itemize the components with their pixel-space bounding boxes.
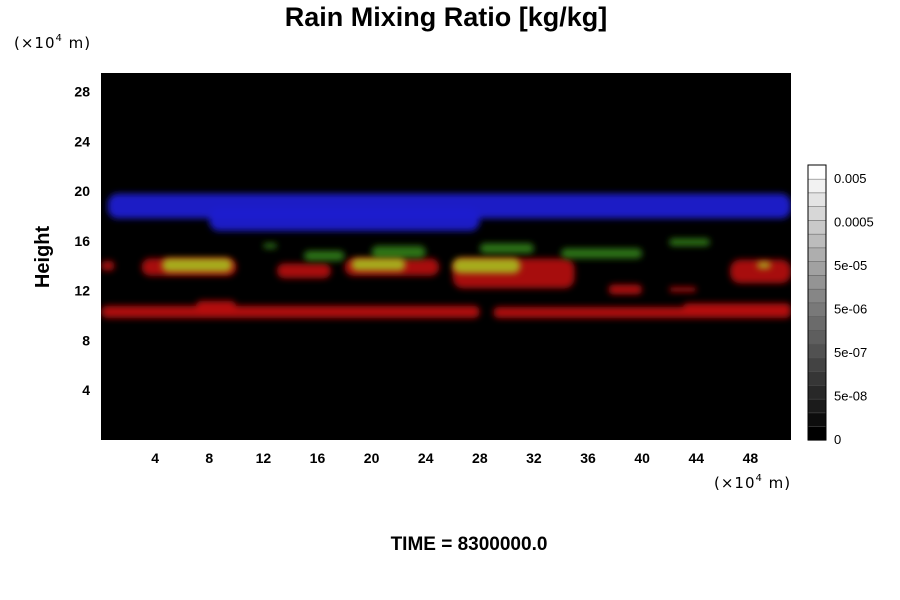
green-patches-band <box>669 238 710 246</box>
x-tick-label: 32 <box>526 450 542 466</box>
yellow-cores-band <box>452 258 521 274</box>
x-tick-label: 40 <box>634 450 650 466</box>
lower-red-layer-band <box>101 305 480 319</box>
y-tick-label: 28 <box>74 84 90 100</box>
x-tick-label: 36 <box>580 450 596 466</box>
y-tick-labels: 4 8 12 16 20 24 28 <box>74 84 90 399</box>
x-tick-label: 20 <box>364 450 380 466</box>
colorbar-segment <box>807 302 827 317</box>
x-unit-label: (×104 m) <box>714 473 791 492</box>
time-label: TIME = 8300000.0 <box>391 534 548 555</box>
y-tick-label: 24 <box>74 133 90 149</box>
x-tick-label: 16 <box>310 450 326 466</box>
blue-layer <box>107 193 791 231</box>
colorbar-segment <box>807 206 827 221</box>
upper-red-layer-band <box>669 286 697 292</box>
colorbar-segment <box>807 316 827 331</box>
y-tick-label: 8 <box>82 332 90 348</box>
colorbar-segment <box>807 288 827 304</box>
y-tick-label: 4 <box>82 382 90 398</box>
colorbar-segment <box>807 329 827 345</box>
colorbar-segment <box>807 219 827 235</box>
upper-red-layer-band <box>276 263 331 279</box>
x-tick-label: 8 <box>205 450 213 466</box>
y-axis-label: Height <box>32 226 54 289</box>
upper-red-layer-band <box>730 259 791 284</box>
colorbar-segment <box>807 192 827 207</box>
lower-red-layer-band <box>682 303 791 314</box>
x-tick-labels: 4 8 12 16 20 24 28 32 36 40 44 48 <box>151 450 758 466</box>
y-tick-label: 20 <box>74 183 90 199</box>
colorbar-segment <box>807 261 827 276</box>
colorbar-label: 5e-06 <box>834 302 867 317</box>
green-patches-band <box>303 250 345 261</box>
colorbar: 0.005 0.0005 5e-05 5e-06 5e-07 5e-08 0 <box>807 164 874 447</box>
green-patches <box>263 238 710 261</box>
colorbar-label: 5e-07 <box>834 345 867 360</box>
upper-red-layer-band <box>608 284 643 295</box>
colorbar-segment <box>807 371 827 386</box>
lower-red-layer <box>101 300 791 319</box>
plot-field <box>101 193 791 319</box>
yellow-cores-band <box>351 258 406 271</box>
colorbar-segment <box>807 398 827 414</box>
y-tick-label: 12 <box>74 283 90 299</box>
colorbar-segment <box>807 412 827 427</box>
colorbar-label: 0 <box>834 432 841 447</box>
upper-red-layer-band <box>101 260 115 271</box>
colorbar-segment <box>807 357 827 372</box>
x-tick-label: 4 <box>151 450 159 466</box>
x-tick-label: 48 <box>743 450 759 466</box>
colorbar-segment <box>807 247 827 262</box>
x-tick-label: 24 <box>418 450 434 466</box>
yellow-cores-band <box>161 258 233 273</box>
yellow-cores <box>161 258 771 274</box>
colorbar-segment <box>807 178 827 194</box>
green-patches-band <box>263 243 277 249</box>
colorbar-segment <box>807 233 827 249</box>
x-tick-label: 28 <box>472 450 488 466</box>
green-patches-band <box>479 243 534 254</box>
y-unit-label: (×104 m) <box>14 33 91 52</box>
colorbar-frame <box>807 164 827 441</box>
blue-layer-band <box>209 208 480 231</box>
x-tick-label: 12 <box>256 450 272 466</box>
plot-background <box>101 73 791 440</box>
colorbar-segment <box>807 384 827 400</box>
colorbar-segment <box>807 164 827 180</box>
colorbar-segment <box>807 426 827 441</box>
colorbar-label: 0.0005 <box>834 215 874 230</box>
colorbar-segment <box>807 274 827 290</box>
chart-title: Rain Mixing Ratio [kg/kg] <box>285 2 608 32</box>
x-tick-label: 44 <box>689 450 705 466</box>
colorbar-label: 5e-05 <box>834 258 867 273</box>
green-patches-band <box>371 245 426 259</box>
colorbar-label: 0.005 <box>834 171 867 186</box>
colorbar-label: 5e-08 <box>834 389 867 404</box>
colorbar-segment <box>807 343 827 359</box>
yellow-cores-band <box>757 262 771 269</box>
lower-red-layer-band <box>195 300 237 314</box>
green-patches-band <box>561 248 643 259</box>
y-tick-label: 16 <box>74 233 90 249</box>
